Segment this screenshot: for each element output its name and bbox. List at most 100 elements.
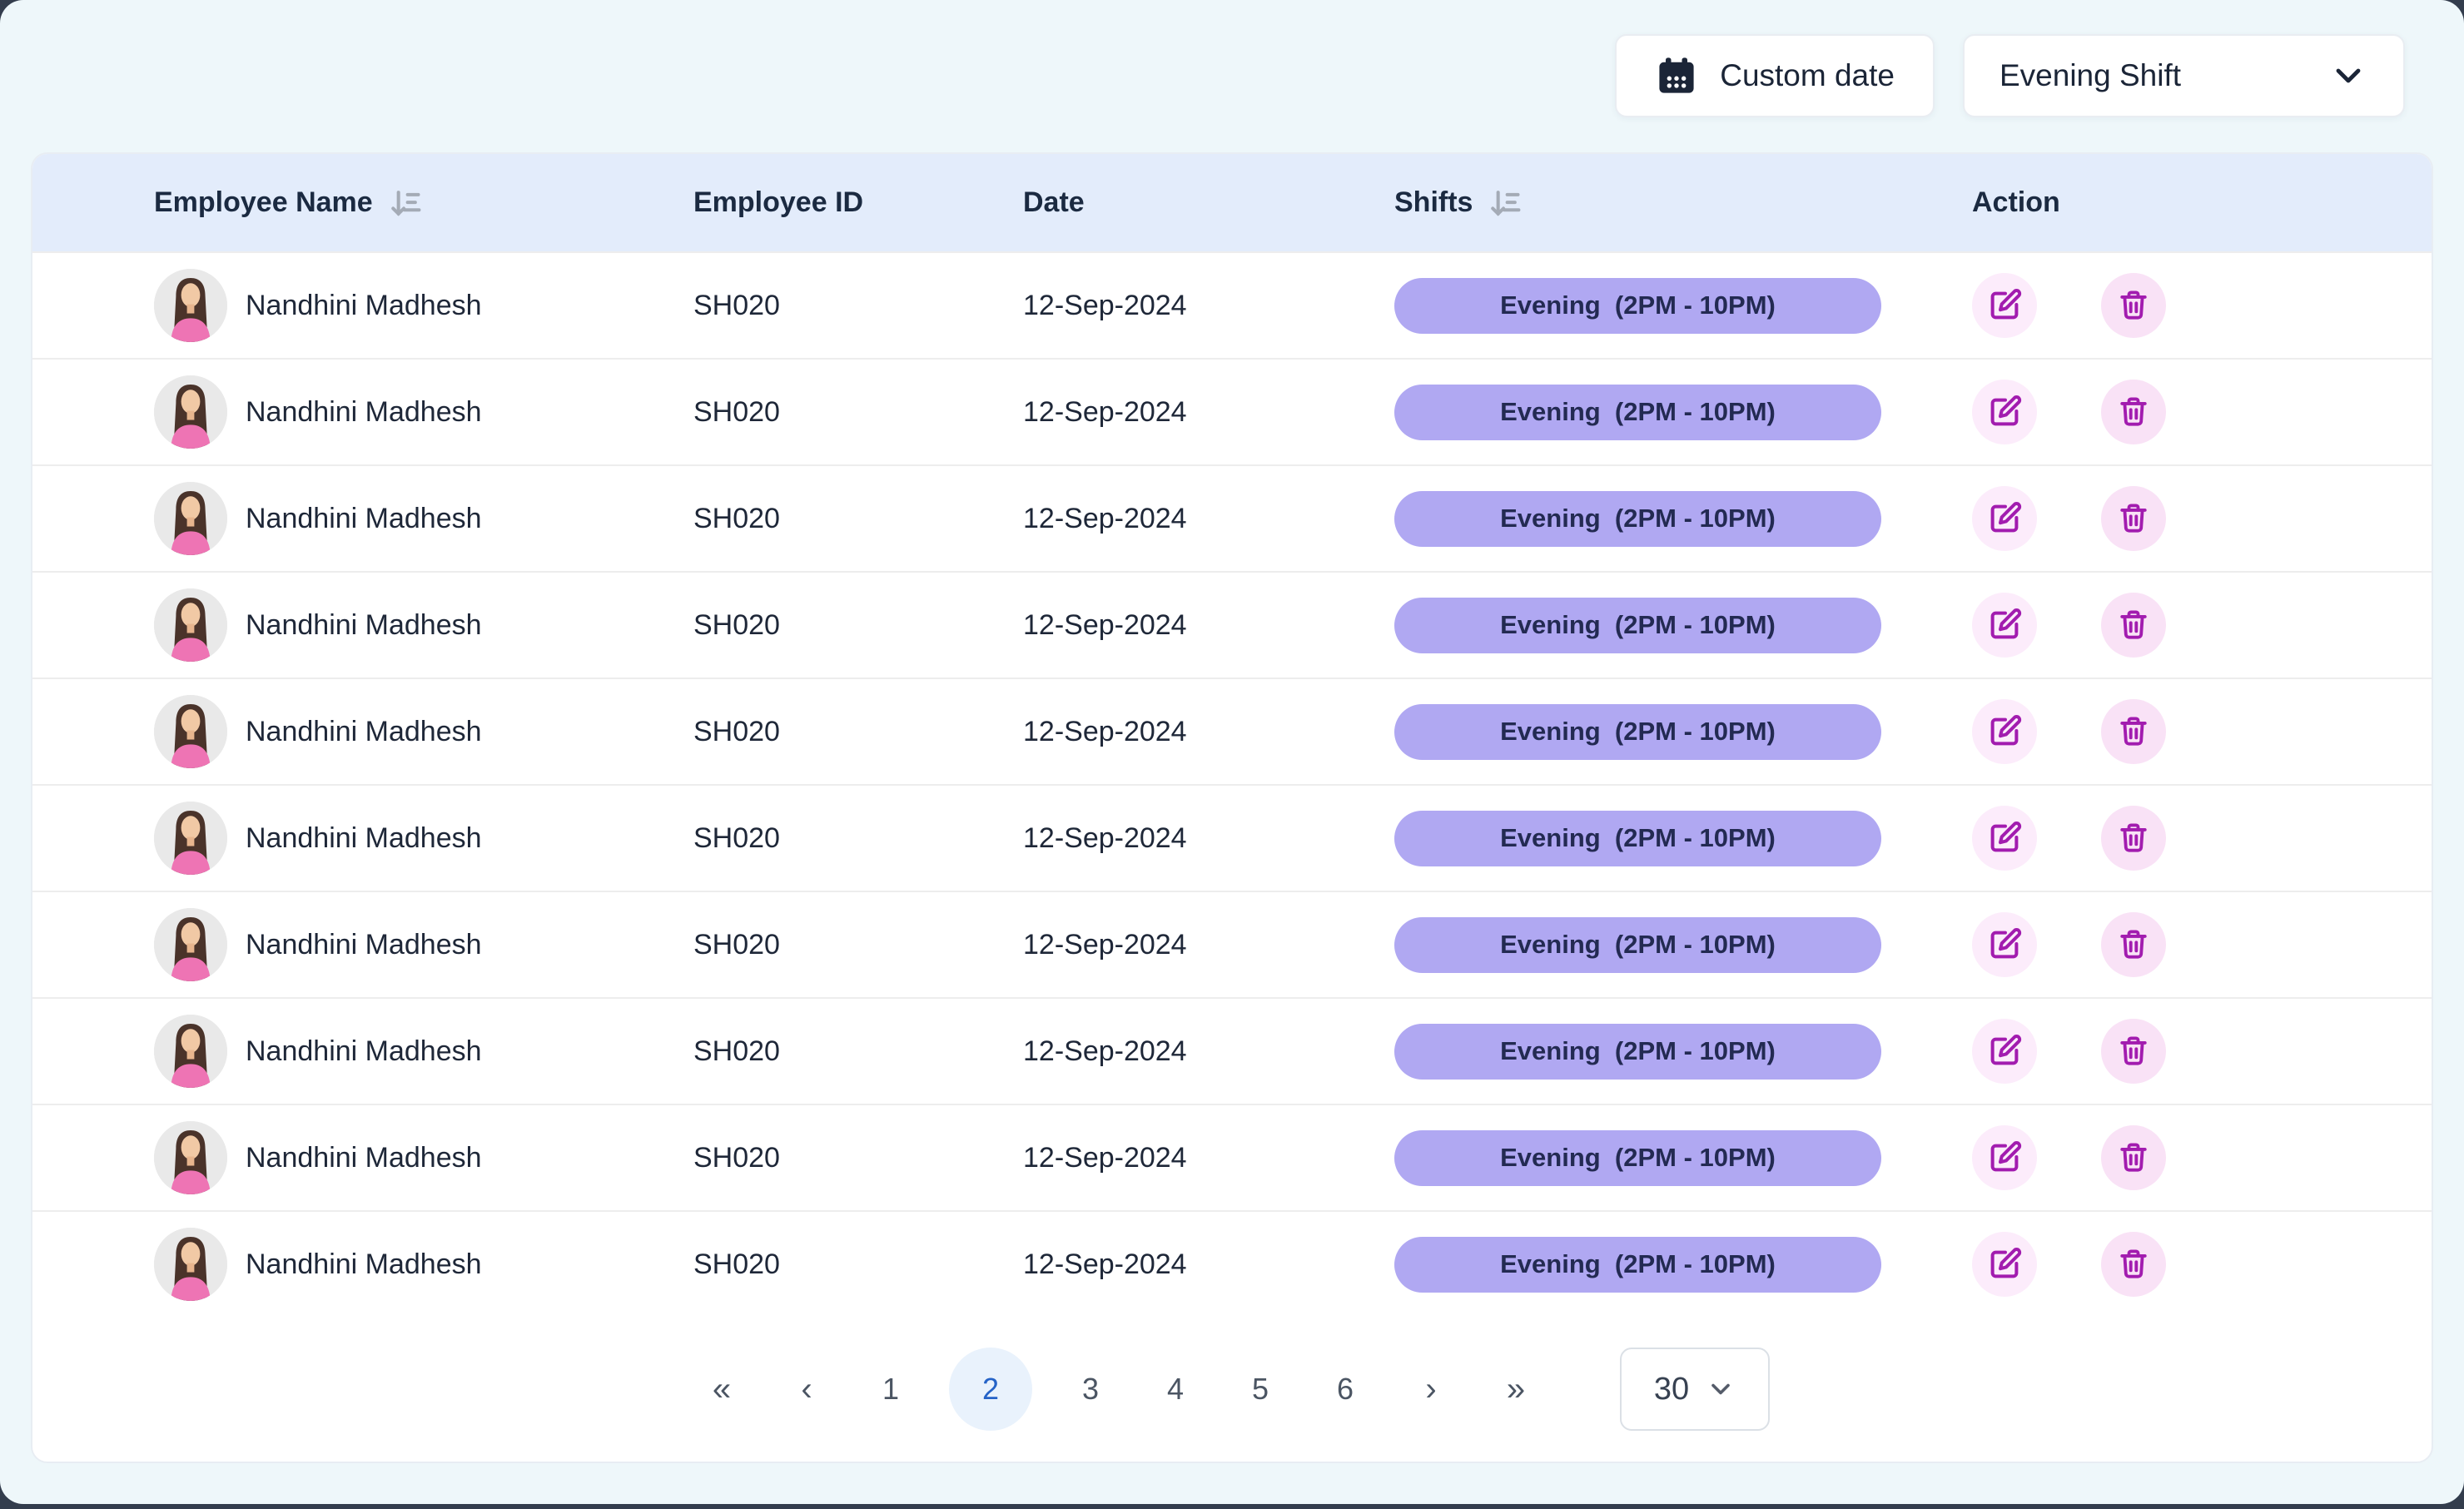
column-header-action: Action: [1972, 186, 2060, 218]
shift-cell: Evening (2PM - 10PM): [1394, 1236, 1972, 1293]
employee-avatar: [154, 482, 227, 555]
employee-avatar: [154, 375, 227, 449]
employee-avatar: [154, 269, 227, 342]
sort-descending-icon[interactable]: [386, 185, 423, 221]
delete-button[interactable]: [2101, 1232, 2166, 1297]
shift-badge: Evening (2PM - 10PM): [1394, 277, 1881, 334]
edit-pencil-square-icon: [1985, 1139, 2024, 1177]
edit-button[interactable]: [1972, 593, 2037, 658]
shift-date: 12-Sep-2024: [1023, 608, 1187, 641]
page-button-5[interactable]: 5: [1251, 1372, 1269, 1406]
edit-button[interactable]: [1972, 486, 2037, 551]
trash-icon: [2115, 394, 2152, 430]
shift-date: 12-Sep-2024: [1023, 715, 1187, 747]
action-cell: [1972, 1232, 2432, 1297]
delete-button[interactable]: [2101, 593, 2166, 658]
employee-avatar: [154, 802, 227, 875]
employee-name: Nandhini Madhesh: [246, 715, 482, 747]
column-header-employee-id: Employee ID: [693, 186, 864, 218]
shift-filter-select[interactable]: Evening Shift: [1963, 34, 2405, 117]
delete-button[interactable]: [2101, 912, 2166, 977]
employee-name-cell: Nandhini Madhesh: [32, 1015, 693, 1088]
delete-button[interactable]: [2101, 1125, 2166, 1190]
delete-button[interactable]: [2101, 699, 2166, 764]
trash-icon: [2115, 713, 2152, 750]
delete-button[interactable]: [2101, 380, 2166, 444]
employee-name-cell: Nandhini Madhesh: [32, 375, 693, 449]
sort-descending-icon[interactable]: [1486, 185, 1523, 221]
delete-button[interactable]: [2101, 1019, 2166, 1084]
edit-button[interactable]: [1972, 699, 2037, 764]
shift-cell: Evening (2PM - 10PM): [1394, 1023, 1972, 1080]
shift-cell: Evening (2PM - 10PM): [1394, 384, 1972, 440]
employee-name-cell: Nandhini Madhesh: [32, 802, 693, 875]
shift-badge: Evening (2PM - 10PM): [1394, 1129, 1881, 1186]
edit-pencil-square-icon: [1985, 286, 2024, 325]
employee-name: Nandhini Madhesh: [246, 1248, 482, 1280]
page-button-4[interactable]: 4: [1166, 1372, 1185, 1406]
shift-cell: Evening (2PM - 10PM): [1394, 703, 1972, 760]
chevron-down-icon: [2328, 56, 2368, 96]
edit-pencil-square-icon: [1985, 819, 2024, 857]
edit-pencil-square-icon: [1985, 926, 2024, 964]
page-size-select[interactable]: 30: [1620, 1348, 1770, 1431]
trash-icon: [2115, 926, 2152, 963]
shift-cell: Evening (2PM - 10PM): [1394, 277, 1972, 334]
custom-date-label: Custom date: [1720, 58, 1895, 92]
edit-pencil-square-icon: [1985, 712, 2024, 751]
edit-button[interactable]: [1972, 380, 2037, 444]
table-row: Nandhini Madhesh SH020 12-Sep-2024 Eveni…: [32, 1210, 2432, 1317]
employee-name: Nandhini Madhesh: [246, 1141, 482, 1174]
edit-button[interactable]: [1972, 1125, 2037, 1190]
table-header-row: Employee Name Employee ID Date Shifts Ac…: [32, 154, 2432, 251]
page-button-6[interactable]: 6: [1336, 1372, 1354, 1406]
edit-button[interactable]: [1972, 273, 2037, 338]
employee-id: SH020: [693, 395, 780, 428]
first-page-button[interactable]: «: [712, 1370, 731, 1407]
shift-date: 12-Sep-2024: [1023, 1248, 1187, 1280]
custom-date-button[interactable]: Custom date: [1615, 34, 1935, 117]
action-cell: [1972, 699, 2432, 764]
employee-avatar: [154, 1121, 227, 1194]
next-page-button[interactable]: ›: [1425, 1370, 1436, 1407]
shift-badge: Evening (2PM - 10PM): [1394, 1023, 1881, 1080]
page-button-1[interactable]: 1: [882, 1372, 900, 1406]
employee-name: Nandhini Madhesh: [246, 395, 482, 428]
page-number-list: 1 2 3 4 5 6: [864, 1348, 1372, 1431]
employee-id: SH020: [693, 1141, 780, 1174]
prev-page-button[interactable]: ‹: [801, 1370, 812, 1407]
edit-button[interactable]: [1972, 1232, 2037, 1297]
edit-button[interactable]: [1972, 1019, 2037, 1084]
edit-button[interactable]: [1972, 806, 2037, 871]
shifts-table: Employee Name Employee ID Date Shifts Ac…: [31, 152, 2433, 1463]
employee-name-cell: Nandhini Madhesh: [32, 695, 693, 768]
page-button-3[interactable]: 3: [1081, 1372, 1100, 1406]
employee-name-cell: Nandhini Madhesh: [32, 588, 693, 662]
delete-button[interactable]: [2101, 273, 2166, 338]
delete-button[interactable]: [2101, 806, 2166, 871]
last-page-button[interactable]: »: [1506, 1370, 1525, 1407]
page-button-2[interactable]: 2: [949, 1348, 1032, 1431]
page-size-value: 30: [1653, 1371, 1690, 1407]
trash-icon: [2115, 1033, 2152, 1070]
table-row: Nandhini Madhesh SH020 12-Sep-2024 Eveni…: [32, 571, 2432, 678]
column-header-shifts[interactable]: Shifts: [1394, 185, 1972, 221]
trash-icon: [2115, 287, 2152, 324]
shift-cell: Evening (2PM - 10PM): [1394, 1129, 1972, 1186]
employee-id: SH020: [693, 502, 780, 534]
action-cell: [1972, 912, 2432, 977]
column-header-employee-name[interactable]: Employee Name: [32, 185, 693, 221]
action-cell: [1972, 486, 2432, 551]
employee-name-cell: Nandhini Madhesh: [32, 1121, 693, 1194]
delete-button[interactable]: [2101, 486, 2166, 551]
shift-date: 12-Sep-2024: [1023, 395, 1187, 428]
shift-badge: Evening (2PM - 10PM): [1394, 810, 1881, 866]
trash-icon: [2115, 1246, 2152, 1283]
shift-date: 12-Sep-2024: [1023, 1141, 1187, 1174]
employee-name: Nandhini Madhesh: [246, 289, 482, 321]
shift-cell: Evening (2PM - 10PM): [1394, 916, 1972, 973]
edit-button[interactable]: [1972, 912, 2037, 977]
employee-name-cell: Nandhini Madhesh: [32, 908, 693, 981]
employee-avatar: [154, 908, 227, 981]
